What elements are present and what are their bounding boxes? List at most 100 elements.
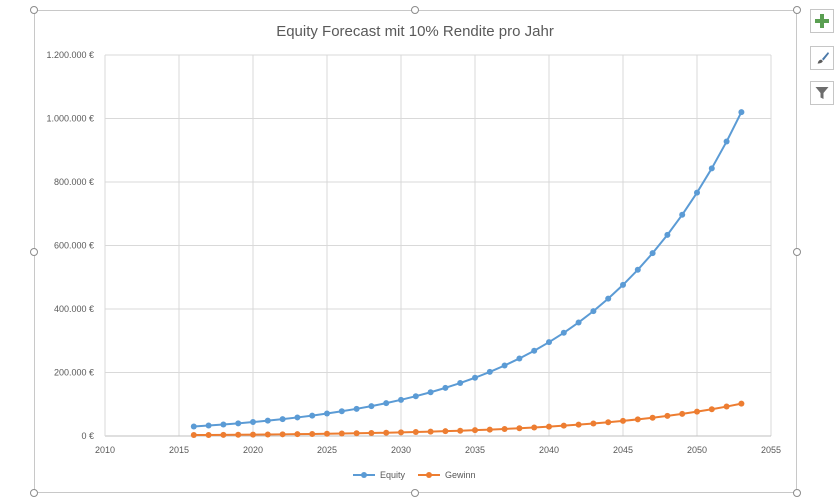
- resize-handle-bottom[interactable]: [411, 489, 419, 497]
- resize-handle-top[interactable]: [411, 6, 419, 14]
- x-tick-label: 2050: [687, 445, 707, 455]
- data-point: [664, 412, 671, 419]
- data-point: [412, 429, 419, 436]
- data-point: [220, 431, 227, 438]
- x-tick-label: 2030: [391, 445, 411, 455]
- data-point: [235, 420, 242, 427]
- series-layer: [190, 109, 745, 439]
- data-point: [486, 426, 493, 433]
- data-point: [472, 374, 478, 381]
- y-tick-label: 1.200.000 €: [46, 50, 94, 60]
- y-tick-label: 800.000 €: [54, 177, 94, 187]
- legend-swatch-marker: [426, 472, 432, 478]
- data-point: [634, 416, 641, 423]
- axes: 0 € 200.000 € 400.000 € 600.000 € 800.000 € 1…: [46, 50, 781, 455]
- funnel-icon: [815, 87, 829, 99]
- data-point: [412, 393, 419, 400]
- resize-handle-bottom-left[interactable]: [30, 489, 38, 497]
- data-point: [531, 347, 538, 354]
- x-tick-label: 2040: [539, 445, 559, 455]
- legend-item-gewinn[interactable]: Gewinn: [418, 470, 476, 480]
- x-tick-label: 2020: [243, 445, 263, 455]
- data-point: [723, 138, 730, 145]
- y-tick-label: 200.000 €: [54, 368, 94, 378]
- data-point: [575, 319, 582, 326]
- data-point: [309, 430, 316, 437]
- data-point: [501, 425, 508, 432]
- data-point: [190, 423, 197, 430]
- y-tick-label: 400.000 €: [54, 304, 94, 314]
- legend-item-equity[interactable]: Equity: [353, 470, 406, 480]
- data-point: [457, 427, 464, 434]
- data-point: [264, 431, 271, 438]
- data-point: [694, 408, 700, 415]
- data-point: [620, 281, 626, 288]
- series-gewinn: [190, 400, 745, 439]
- data-point: [679, 211, 686, 218]
- data-point: [605, 295, 612, 302]
- legend-swatch-marker: [361, 472, 367, 478]
- resize-handle-right[interactable]: [793, 248, 801, 256]
- gridlines: [105, 54, 772, 436]
- data-point: [723, 403, 730, 410]
- chart-area[interactable]: [34, 10, 797, 493]
- chart-styles-button[interactable]: [810, 46, 834, 70]
- add-chart-element-button[interactable]: [810, 9, 834, 33]
- data-point: [368, 430, 375, 437]
- data-point: [250, 419, 256, 426]
- data-point: [664, 231, 671, 238]
- data-point: [472, 427, 478, 434]
- data-point: [383, 400, 390, 407]
- data-point: [324, 430, 330, 437]
- resize-handle-left[interactable]: [30, 248, 38, 256]
- x-tick-label: 2010: [95, 445, 115, 455]
- data-point: [442, 384, 449, 391]
- data-point: [250, 431, 256, 438]
- data-point: [264, 417, 271, 424]
- data-point: [694, 189, 700, 196]
- y-tick-label: 1.000.000 €: [46, 114, 94, 124]
- legend-label: Gewinn: [445, 470, 476, 480]
- series-equity: [190, 109, 745, 430]
- data-point: [531, 424, 538, 431]
- data-point: [560, 329, 567, 336]
- x-tick-label: 2025: [317, 445, 337, 455]
- brush-icon: [817, 52, 829, 64]
- data-point: [368, 403, 375, 410]
- data-point: [634, 266, 641, 273]
- data-point: [679, 410, 686, 417]
- data-point: [190, 432, 197, 439]
- data-point: [353, 405, 360, 412]
- data-point: [516, 425, 523, 432]
- data-point: [546, 423, 552, 430]
- data-point: [279, 416, 286, 423]
- data-point: [279, 431, 286, 438]
- chart-filters-button[interactable]: [810, 81, 834, 105]
- plus-icon: [815, 14, 829, 28]
- data-point: [605, 419, 612, 426]
- resize-handle-top-right[interactable]: [793, 6, 801, 14]
- data-point: [560, 422, 567, 429]
- data-point: [205, 431, 212, 438]
- data-point: [486, 368, 493, 375]
- data-point: [338, 408, 345, 415]
- data-point: [235, 431, 242, 438]
- data-point: [398, 429, 404, 436]
- resize-handle-top-left[interactable]: [30, 6, 38, 14]
- x-tick-label: 2035: [465, 445, 485, 455]
- data-point: [546, 339, 552, 346]
- data-point: [294, 414, 301, 421]
- x-tick-label: 2045: [613, 445, 633, 455]
- data-point: [398, 396, 404, 403]
- data-point: [220, 421, 227, 428]
- legend: Equity Gewinn: [353, 470, 476, 480]
- data-point: [457, 380, 464, 387]
- data-point: [427, 389, 434, 396]
- data-point: [708, 165, 715, 172]
- data-point: [620, 417, 626, 424]
- resize-handle-bottom-right[interactable]: [793, 489, 801, 497]
- data-point: [738, 109, 745, 116]
- data-point: [590, 420, 597, 427]
- y-tick-label: 0 €: [81, 431, 94, 441]
